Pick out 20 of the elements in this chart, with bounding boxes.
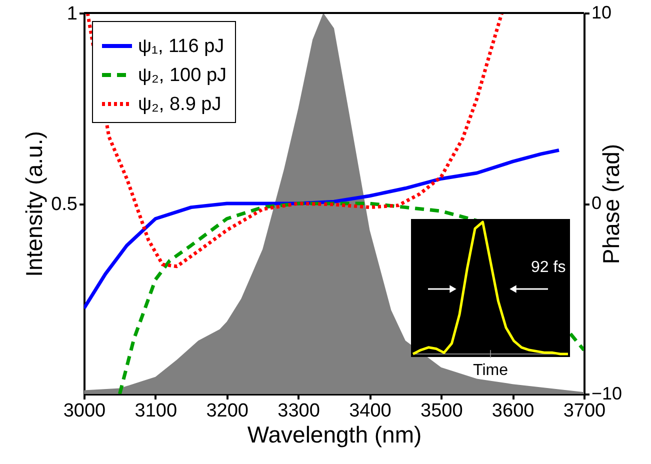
line-series <box>86 13 504 268</box>
x-tick-label: 3700 <box>563 400 606 422</box>
y2-tick-label: 10 <box>592 2 612 22</box>
x-tick-label: 3400 <box>349 400 392 422</box>
x-axis-title: Wavelength (nm) <box>247 422 422 448</box>
legend-label: ψ₂, 100 pJ <box>138 65 227 86</box>
x-tick-label: 3000 <box>63 400 106 422</box>
y2-tick-label: −10 <box>592 384 622 404</box>
x-tick-label: 3500 <box>420 400 463 422</box>
y-tick-label: 0.5 <box>51 194 78 215</box>
x-tick-label: 3600 <box>492 400 534 422</box>
y-tick-label: 1 <box>66 4 78 24</box>
x-tick-label: 3100 <box>134 400 178 422</box>
legend-label: ψ₂, 8.9 pJ <box>138 94 222 115</box>
x-tick-label: 3300 <box>278 400 320 422</box>
legend-label: ψ₁, 116 pJ <box>138 36 224 57</box>
x-axis-title: Time <box>473 362 508 379</box>
annotation: 92 fs <box>531 259 566 276</box>
x-tick-label: 3200 <box>206 400 248 422</box>
y-axis-title: Intensity (a.u.) <box>21 131 48 277</box>
